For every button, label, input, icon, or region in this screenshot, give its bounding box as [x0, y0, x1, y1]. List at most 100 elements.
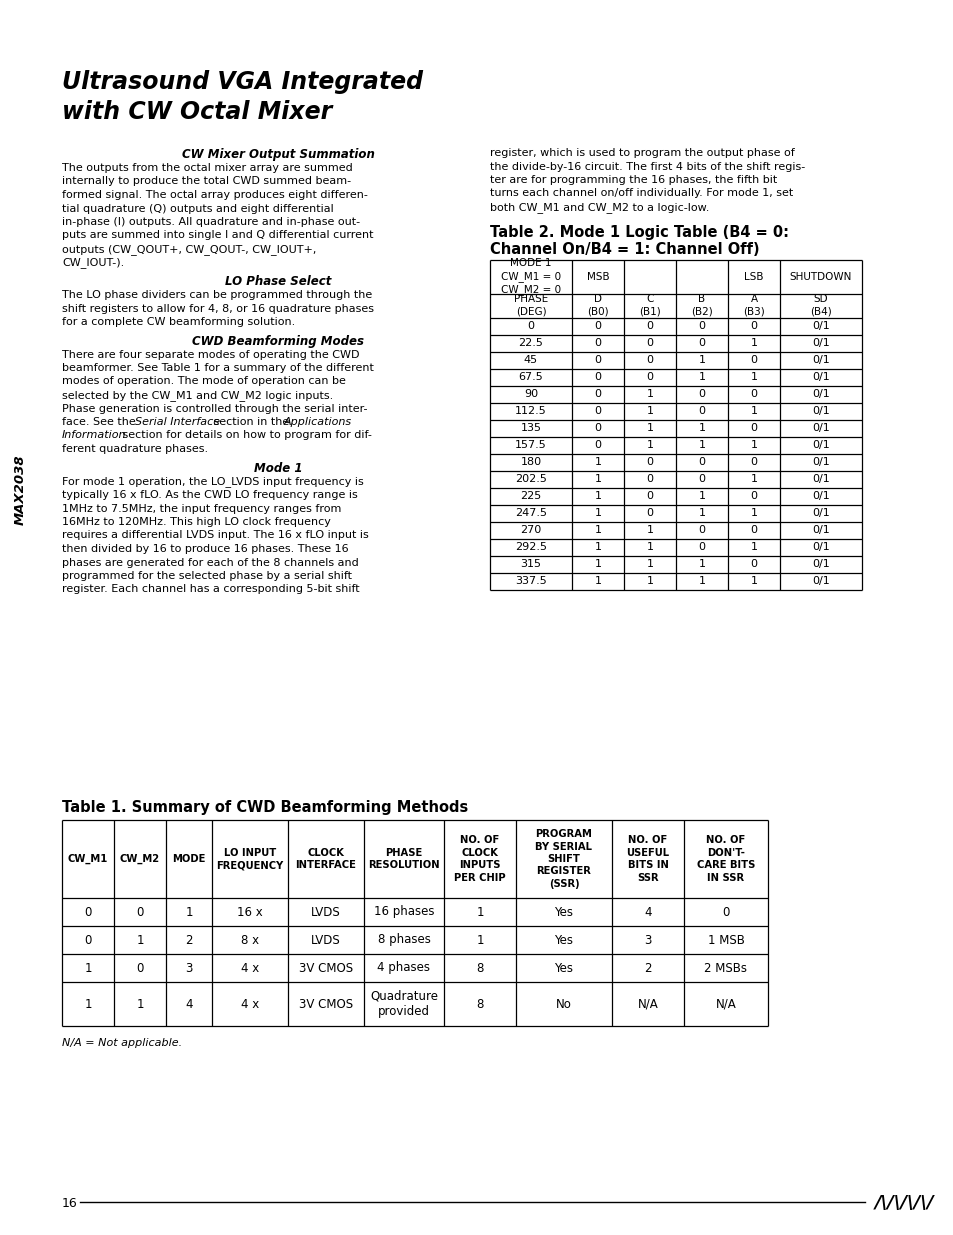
Text: 0/1: 0/1 [811, 372, 829, 382]
Text: LVDS: LVDS [311, 934, 340, 946]
Text: 0: 0 [646, 474, 653, 484]
Text: N/A: N/A [637, 998, 658, 1010]
Text: 3V CMOS: 3V CMOS [298, 998, 353, 1010]
Text: requires a differential LVDS input. The 16 x fLO input is: requires a differential LVDS input. The … [62, 531, 369, 541]
Text: 0/1: 0/1 [811, 338, 829, 348]
Text: 8 phases: 8 phases [377, 934, 430, 946]
Text: PHASE
(DEG): PHASE (DEG) [514, 294, 548, 316]
Text: 0/1: 0/1 [811, 321, 829, 331]
Text: 90: 90 [523, 389, 537, 399]
Text: 1: 1 [698, 354, 705, 366]
Text: MSB: MSB [586, 272, 609, 282]
Text: 0: 0 [750, 424, 757, 433]
Text: tial quadrature (Q) outputs and eight differential: tial quadrature (Q) outputs and eight di… [62, 204, 334, 214]
Text: 292.5: 292.5 [515, 542, 546, 552]
Text: 0: 0 [646, 372, 653, 382]
Text: 1: 1 [84, 962, 91, 974]
Text: for a complete CW beamforming solution.: for a complete CW beamforming solution. [62, 317, 294, 327]
Text: 1: 1 [750, 474, 757, 484]
Text: 3: 3 [643, 934, 651, 946]
Text: 0/1: 0/1 [811, 508, 829, 517]
Text: 1: 1 [646, 424, 653, 433]
Text: CW_IOUT-).: CW_IOUT-). [62, 258, 124, 268]
Text: 1: 1 [750, 372, 757, 382]
Text: section in the: section in the [210, 417, 293, 427]
Text: 1: 1 [698, 372, 705, 382]
Text: 135: 135 [520, 424, 541, 433]
Text: puts are summed into single I and Q differential current: puts are summed into single I and Q diff… [62, 231, 374, 241]
Text: 1: 1 [646, 542, 653, 552]
Text: beamformer. See Table 1 for a summary of the different: beamformer. See Table 1 for a summary of… [62, 363, 374, 373]
Text: 0/1: 0/1 [811, 389, 829, 399]
Text: CW_M1: CW_M1 [68, 853, 108, 864]
Text: 1: 1 [750, 338, 757, 348]
Text: 0: 0 [698, 321, 705, 331]
Text: 112.5: 112.5 [515, 406, 546, 416]
Text: Serial Interface: Serial Interface [135, 417, 220, 427]
Text: 180: 180 [520, 457, 541, 467]
Text: 0: 0 [698, 338, 705, 348]
Text: LO Phase Select: LO Phase Select [225, 275, 331, 288]
Text: 1: 1 [698, 559, 705, 569]
Text: SHUTDOWN: SHUTDOWN [789, 272, 851, 282]
Text: 1: 1 [646, 559, 653, 569]
Text: phases are generated for each of the 8 channels and: phases are generated for each of the 8 c… [62, 557, 358, 568]
Text: 0: 0 [646, 338, 653, 348]
Text: Applications: Applications [284, 417, 352, 427]
Text: PROGRAM
BY SERIAL
SHIFT
REGISTER
(SSR): PROGRAM BY SERIAL SHIFT REGISTER (SSR) [535, 829, 592, 889]
Text: MODE: MODE [172, 853, 206, 864]
Text: For mode 1 operation, the LO_LVDS input frequency is: For mode 1 operation, the LO_LVDS input … [62, 477, 363, 488]
Text: 0/1: 0/1 [811, 559, 829, 569]
Text: 1: 1 [698, 424, 705, 433]
Text: 0: 0 [698, 389, 705, 399]
Text: C
(B1): C (B1) [639, 294, 660, 316]
Text: 16MHz to 120MHz. This high LO clock frequency: 16MHz to 120MHz. This high LO clock freq… [62, 517, 331, 527]
Text: MODE 1
CW_M1 = 0
CW_M2 = 0: MODE 1 CW_M1 = 0 CW_M2 = 0 [500, 258, 560, 295]
Text: 3: 3 [185, 962, 193, 974]
Text: 1: 1 [750, 576, 757, 585]
Text: then divided by 16 to produce 16 phases. These 16: then divided by 16 to produce 16 phases.… [62, 543, 348, 555]
Text: Table 1. Summary of CWD Beamforming Methods: Table 1. Summary of CWD Beamforming Meth… [62, 800, 468, 815]
Text: The outputs from the octal mixer array are summed: The outputs from the octal mixer array a… [62, 163, 353, 173]
Text: 1: 1 [646, 440, 653, 450]
Text: 0/1: 0/1 [811, 474, 829, 484]
Text: 0: 0 [646, 492, 653, 501]
Text: 1: 1 [594, 525, 601, 535]
Text: 16 x: 16 x [237, 905, 263, 919]
Text: Mode 1: Mode 1 [253, 462, 302, 474]
Text: 0: 0 [594, 372, 601, 382]
Text: CW_M2: CW_M2 [120, 853, 160, 864]
Text: 0: 0 [136, 905, 144, 919]
Text: 4: 4 [643, 905, 651, 919]
Text: 67.5: 67.5 [518, 372, 543, 382]
Text: Yes: Yes [554, 962, 573, 974]
Text: Yes: Yes [554, 934, 573, 946]
Text: N/A: N/A [715, 998, 736, 1010]
Text: programmed for the selected phase by a serial shift: programmed for the selected phase by a s… [62, 571, 352, 580]
Text: 4: 4 [185, 998, 193, 1010]
Text: There are four separate modes of operating the CWD: There are four separate modes of operati… [62, 350, 359, 359]
Text: 22.5: 22.5 [518, 338, 543, 348]
Text: 0: 0 [646, 354, 653, 366]
Text: both CW_M1 and CW_M2 to a logic-low.: both CW_M1 and CW_M2 to a logic-low. [490, 203, 709, 212]
Text: MAX2038: MAX2038 [13, 454, 27, 525]
Text: LSB: LSB [743, 272, 763, 282]
Text: 4 phases: 4 phases [377, 962, 430, 974]
Text: 0: 0 [646, 508, 653, 517]
Text: 1: 1 [698, 492, 705, 501]
Text: Yes: Yes [554, 905, 573, 919]
Text: 0/1: 0/1 [811, 576, 829, 585]
Text: section for details on how to program for dif-: section for details on how to program fo… [119, 431, 372, 441]
Text: 1: 1 [136, 998, 144, 1010]
Text: NO. OF
CLOCK
INPUTS
PER CHIP: NO. OF CLOCK INPUTS PER CHIP [454, 835, 505, 883]
Text: /\/\/\/\/: /\/\/\/\/ [874, 1194, 934, 1212]
Text: 0: 0 [698, 542, 705, 552]
Text: B
(B2): B (B2) [690, 294, 712, 316]
Text: selected by the CW_M1 and CW_M2 logic inputs.: selected by the CW_M1 and CW_M2 logic in… [62, 390, 333, 401]
Text: 0: 0 [750, 525, 757, 535]
Text: internally to produce the total CWD summed beam-: internally to produce the total CWD summ… [62, 177, 351, 186]
Text: 0: 0 [84, 905, 91, 919]
Text: Table 2. Mode 1 Logic Table (B4 = 0:: Table 2. Mode 1 Logic Table (B4 = 0: [490, 226, 788, 241]
Text: 1: 1 [594, 508, 601, 517]
Text: 1MHz to 7.5MHz, the input frequency ranges from: 1MHz to 7.5MHz, the input frequency rang… [62, 504, 341, 514]
